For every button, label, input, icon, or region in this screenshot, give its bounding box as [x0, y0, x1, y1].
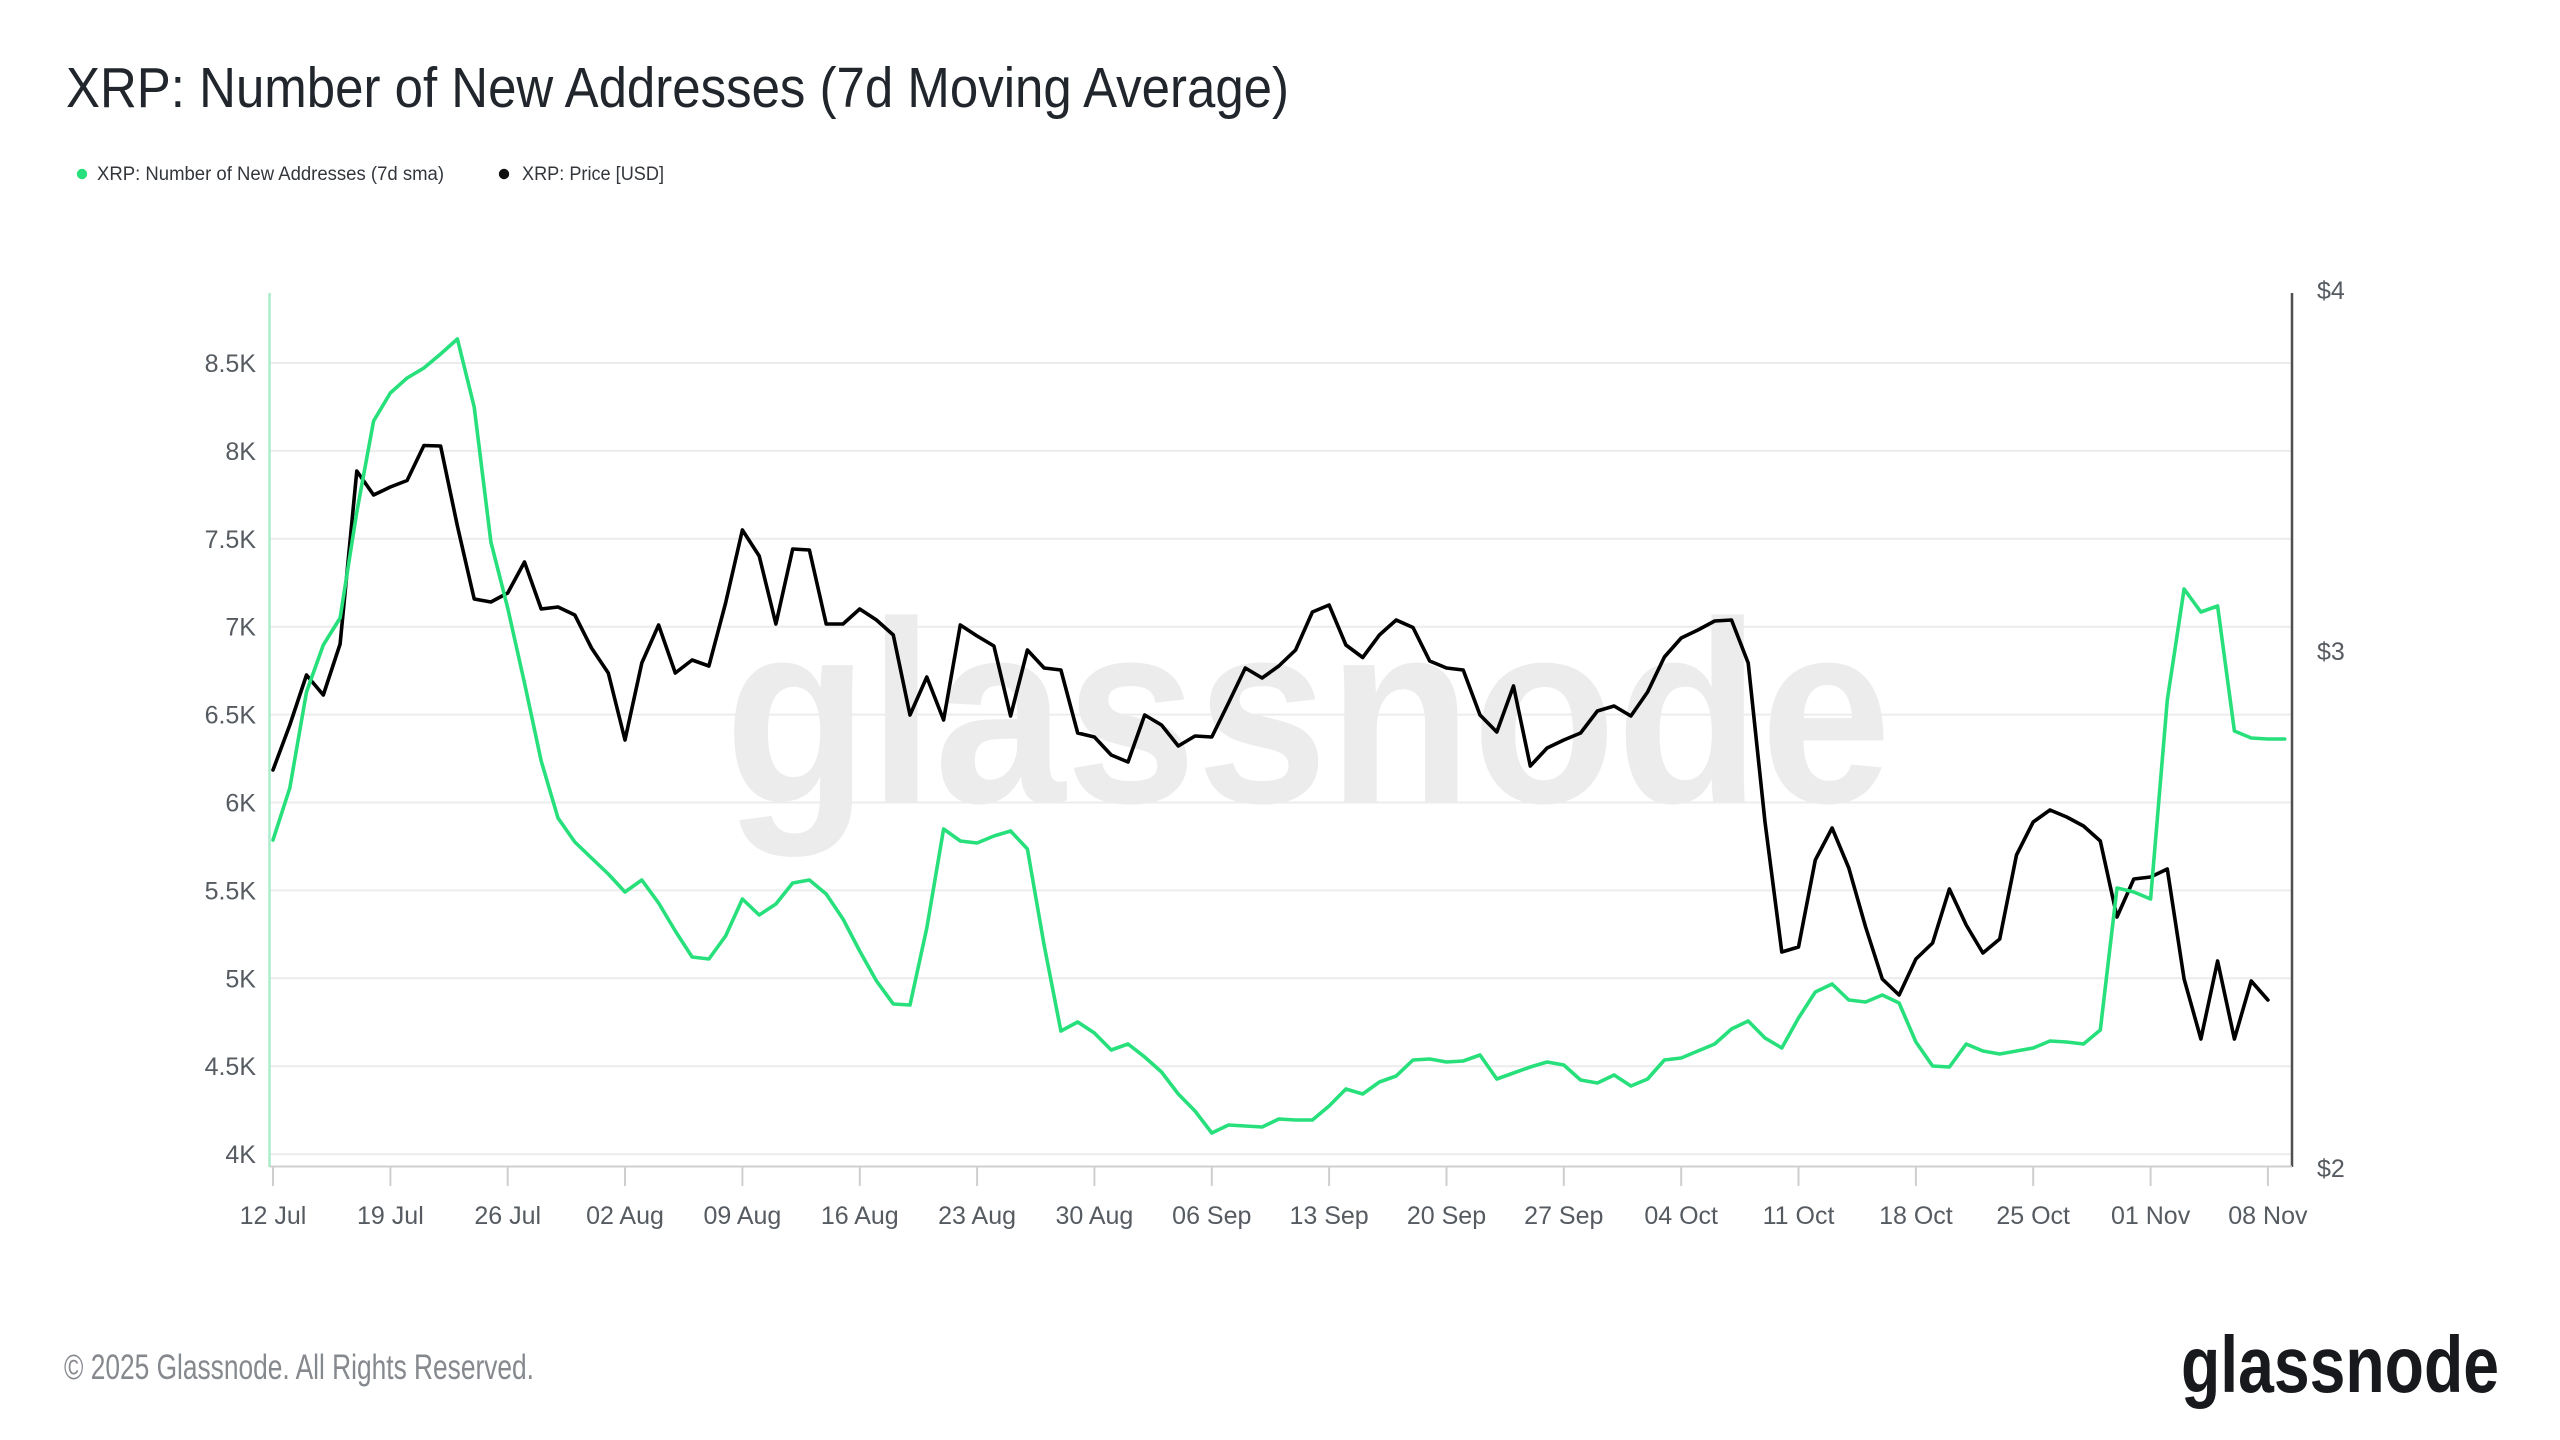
svg-text:5K: 5K — [225, 965, 256, 993]
svg-text:glassnode: glassnode — [2181, 1320, 2499, 1409]
svg-text:20 Sep: 20 Sep — [1407, 1202, 1486, 1230]
svg-text:06 Sep: 06 Sep — [1172, 1202, 1251, 1230]
svg-text:27 Sep: 27 Sep — [1524, 1202, 1603, 1230]
svg-text:12 Jul: 12 Jul — [240, 1202, 307, 1230]
svg-text:6.5K: 6.5K — [205, 702, 257, 730]
svg-text:26 Jul: 26 Jul — [474, 1202, 541, 1230]
svg-text:13 Sep: 13 Sep — [1289, 1202, 1368, 1230]
svg-text:01 Nov: 01 Nov — [2111, 1202, 2191, 1230]
svg-text:$2: $2 — [2317, 1155, 2345, 1183]
svg-text:6K: 6K — [225, 790, 256, 818]
svg-text:23 Aug: 23 Aug — [938, 1202, 1016, 1230]
svg-text:25 Oct: 25 Oct — [1996, 1202, 2070, 1230]
svg-text:02 Aug: 02 Aug — [586, 1202, 664, 1230]
svg-text:XRP: Number of New Addresses (: XRP: Number of New Addresses (7d Moving … — [66, 56, 1289, 120]
svg-text:8K: 8K — [225, 438, 256, 466]
svg-text:5.5K: 5.5K — [205, 877, 257, 905]
svg-text:4K: 4K — [225, 1141, 256, 1169]
svg-text:XRP: Number of New Addresses (: XRP: Number of New Addresses (7d sma) — [97, 164, 444, 185]
svg-text:11 Oct: 11 Oct — [1763, 1202, 1835, 1230]
svg-text:18 Oct: 18 Oct — [1879, 1202, 1953, 1230]
svg-text:© 2025 Glassnode. All Rights R: © 2025 Glassnode. All Rights Reserved. — [64, 1348, 534, 1387]
svg-text:$3: $3 — [2317, 638, 2345, 666]
svg-text:19 Jul: 19 Jul — [357, 1202, 424, 1230]
svg-text:04 Oct: 04 Oct — [1644, 1202, 1718, 1230]
svg-text:08 Nov: 08 Nov — [2228, 1202, 2308, 1230]
svg-text:8.5K: 8.5K — [205, 350, 257, 378]
svg-text:$4: $4 — [2317, 277, 2345, 305]
svg-text:30 Aug: 30 Aug — [1055, 1202, 1133, 1230]
svg-text:16 Aug: 16 Aug — [821, 1202, 899, 1230]
svg-text:XRP: Price [USD]: XRP: Price [USD] — [522, 164, 664, 185]
svg-text:09 Aug: 09 Aug — [703, 1202, 781, 1230]
svg-text:7.5K: 7.5K — [205, 526, 257, 554]
svg-text:7K: 7K — [225, 614, 256, 642]
svg-text:4.5K: 4.5K — [205, 1053, 257, 1081]
svg-text:glassnode: glassnode — [725, 568, 1892, 859]
